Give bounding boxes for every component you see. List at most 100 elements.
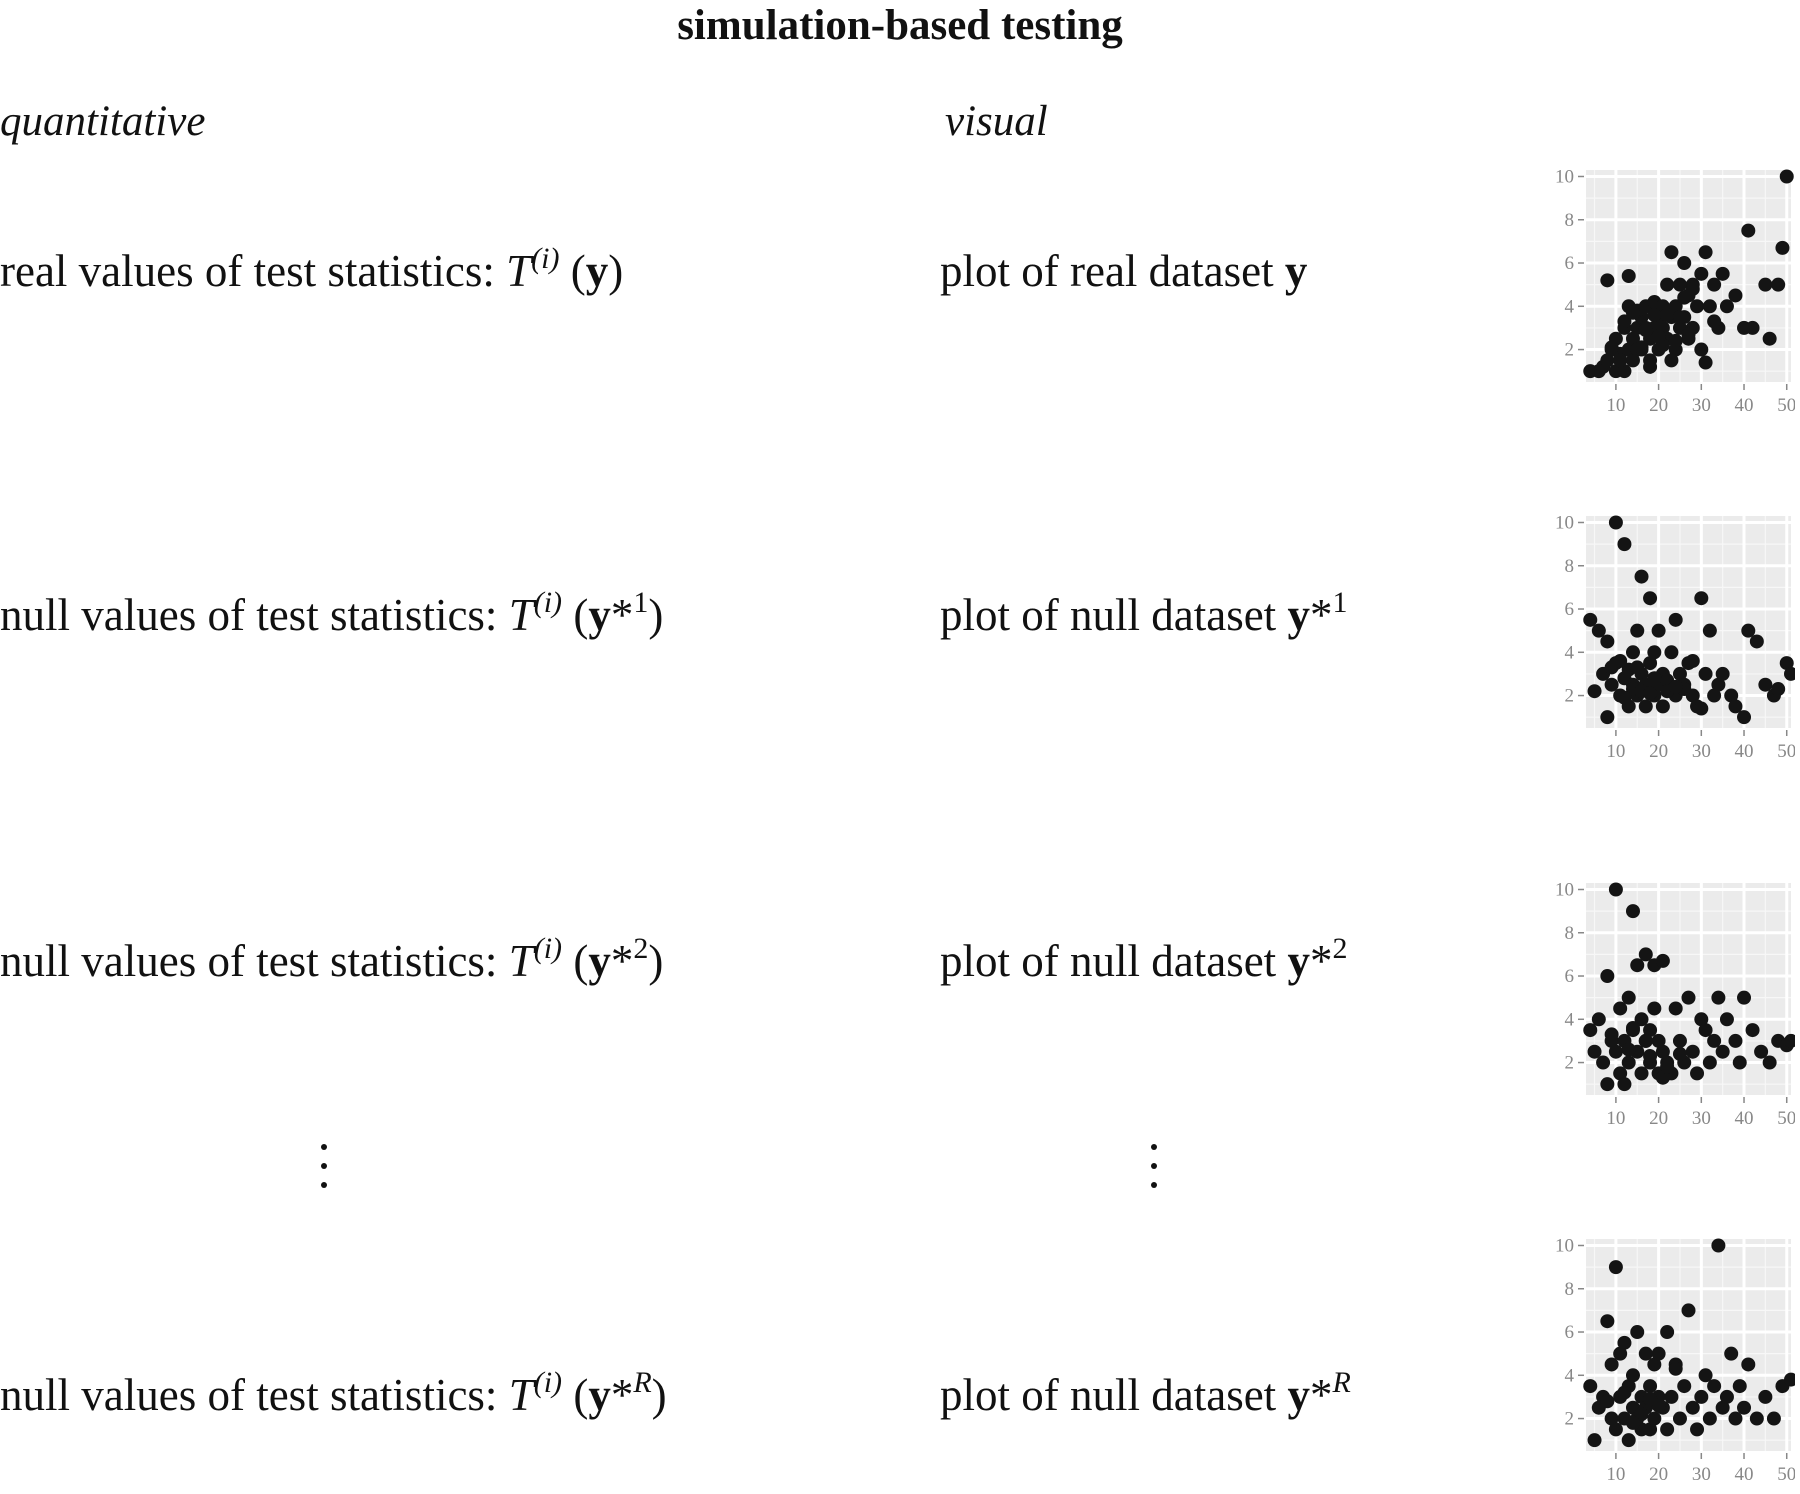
scatter-point	[1643, 1422, 1658, 1437]
scatter-point	[1728, 1411, 1743, 1426]
scatter-point	[1668, 299, 1683, 314]
scatter-point	[1643, 591, 1658, 606]
scatter-point	[1694, 342, 1709, 357]
scatter-point	[1634, 1066, 1649, 1081]
scatter-point	[1707, 277, 1722, 292]
scatter-point	[1608, 1044, 1623, 1059]
x-tick-label: 30	[1692, 741, 1711, 762]
scatter-point	[1596, 1055, 1611, 1070]
scatter-point	[1690, 1066, 1705, 1081]
figure-title: simulation-based testing	[677, 2, 1123, 49]
scatter-point	[1600, 710, 1615, 725]
scatter-point	[1625, 1020, 1640, 1035]
scatter-plot-null-R: 10 20 30 40 50 2 4 6 8 10	[1540, 1229, 1798, 1494]
scatter-point	[1625, 353, 1640, 368]
scatter-point	[1672, 310, 1687, 325]
scatter-point	[1651, 1033, 1666, 1048]
scatter-point	[1715, 666, 1730, 681]
scatter-point	[1668, 612, 1683, 627]
scatter-point	[1707, 314, 1722, 329]
scatter-point	[1613, 1066, 1628, 1081]
scatter-point	[1668, 679, 1683, 694]
scatter-point	[1690, 299, 1705, 314]
scatter-point	[1634, 569, 1649, 584]
scatter-point	[1664, 645, 1679, 660]
scatter-point	[1745, 1023, 1760, 1038]
scatter-point	[1617, 314, 1632, 329]
scatter-point	[1698, 245, 1713, 260]
scatter-point	[1677, 1379, 1692, 1394]
scatter-point	[1711, 990, 1726, 1005]
scatter-point	[1732, 1055, 1747, 1070]
scatter-point	[1694, 591, 1709, 606]
scatter-point	[1672, 666, 1687, 681]
y-tick-label: 6	[1565, 966, 1575, 987]
scatter-point	[1643, 1379, 1658, 1394]
scatter-point	[1621, 990, 1636, 1005]
scatter-point	[1660, 1325, 1675, 1340]
scatter-point	[1711, 1238, 1726, 1253]
x-tick-label: 30	[1692, 1464, 1711, 1485]
scatter-point	[1762, 331, 1777, 346]
scatter-point	[1625, 331, 1640, 346]
scatter-point	[1643, 1023, 1658, 1038]
scatter-point	[1608, 1260, 1623, 1275]
scatter-point	[1711, 677, 1726, 692]
vertical-ellipsis-quantitative	[318, 1144, 330, 1201]
scatter-point	[1707, 1033, 1722, 1048]
x-tick-label: 50	[1777, 741, 1795, 762]
y-tick-label: 4	[1565, 642, 1575, 663]
scatter-point	[1707, 1379, 1722, 1394]
scatter-point	[1728, 288, 1743, 303]
scatter-point	[1647, 1001, 1662, 1016]
scatter-point	[1702, 299, 1717, 314]
scatter-point	[1660, 1059, 1675, 1074]
scatter-point	[1647, 645, 1662, 660]
x-tick-label: 10	[1606, 1464, 1625, 1485]
scatter-point	[1719, 299, 1734, 314]
vertical-ellipsis-visual	[1148, 1144, 1160, 1201]
scatter-point	[1643, 1049, 1658, 1064]
y-tick-label: 10	[1555, 1235, 1574, 1256]
scatter-point	[1604, 340, 1619, 355]
scatter-point	[1672, 1033, 1687, 1048]
scatter-point	[1707, 688, 1722, 703]
scatter-point	[1737, 710, 1752, 725]
x-tick-label: 20	[1649, 395, 1668, 416]
scatter-point	[1660, 277, 1675, 292]
scatter-point	[1694, 701, 1709, 716]
scatter-point	[1630, 1325, 1645, 1340]
scatter-point	[1741, 1357, 1756, 1372]
scatter-point	[1664, 353, 1679, 368]
scatter-point	[1681, 327, 1696, 342]
scatter-plot-null-1-svg: 10 20 30 40 50 2 4 6 8 10	[1555, 512, 1798, 762]
scatter-point	[1647, 671, 1662, 686]
scatter-point	[1643, 656, 1658, 671]
y-tick-label: 2	[1565, 340, 1575, 361]
scatter-point	[1617, 1385, 1632, 1400]
scatter-point	[1754, 1044, 1769, 1059]
scatter-point	[1647, 1357, 1662, 1372]
scatter-plot-null-1: 10 20 30 40 50 2 4 6 8 10	[1540, 506, 1798, 771]
quant-row-null-R: null values of test statistics: T(i) (y*…	[0, 1366, 667, 1420]
scatter-point	[1600, 273, 1615, 288]
scatter-point	[1741, 223, 1756, 238]
scatter-point	[1600, 1394, 1615, 1409]
x-tick-label: 30	[1692, 1108, 1711, 1129]
scatter-point	[1613, 1346, 1628, 1361]
x-tick-label: 50	[1777, 395, 1795, 416]
y-tick-label: 8	[1565, 556, 1575, 577]
scatter-plot-null-2-svg: 10 20 30 40 50 2 4 6 8 10	[1555, 879, 1798, 1129]
scatter-point	[1655, 1044, 1670, 1059]
scatter-point	[1625, 305, 1640, 320]
visual-row-null-2: plot of null dataset y*2	[940, 932, 1348, 986]
scatter-point	[1634, 340, 1649, 355]
y-tick-label: 6	[1565, 1322, 1575, 1343]
scatter-point	[1702, 1055, 1717, 1070]
scatter-point	[1651, 329, 1666, 344]
x-tick-label: 30	[1692, 395, 1711, 416]
scatter-point	[1600, 353, 1615, 368]
x-tick-label: 10	[1606, 395, 1625, 416]
scatter-point	[1784, 1033, 1798, 1048]
scatter-point	[1749, 1411, 1764, 1426]
